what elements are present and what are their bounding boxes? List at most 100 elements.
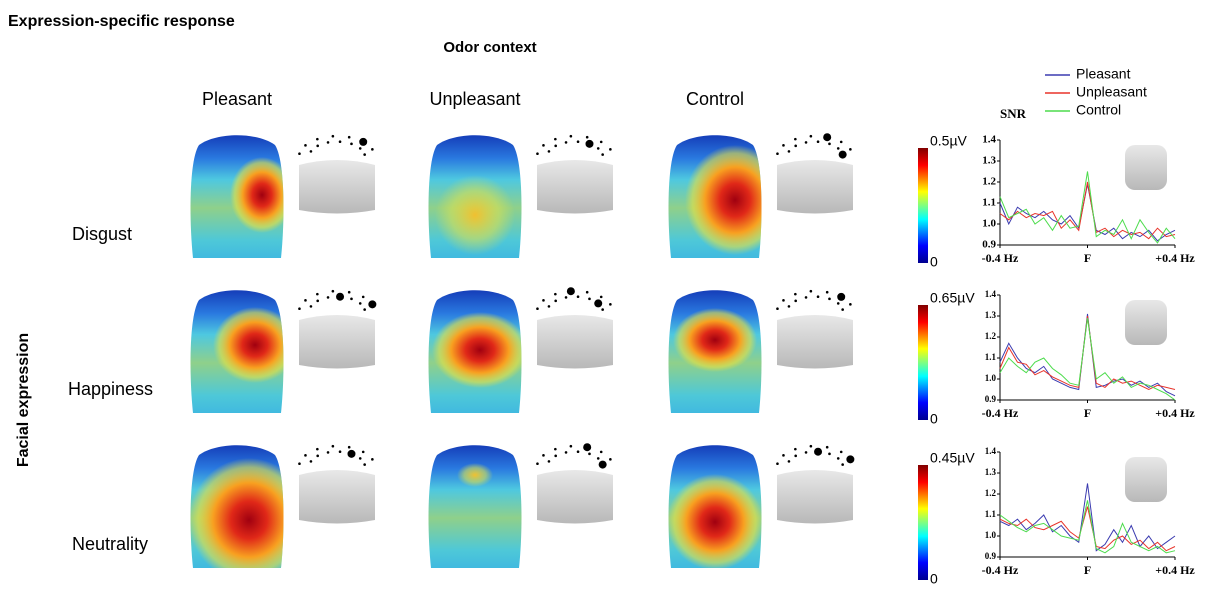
electrode [564, 451, 568, 454]
x-tick-label: F [1084, 563, 1091, 577]
electrode [599, 295, 603, 299]
electrode [326, 451, 330, 454]
electrode [547, 150, 551, 153]
x-tick-label: F [1084, 251, 1091, 265]
electrode [838, 150, 847, 159]
electrode [542, 299, 545, 302]
electrode [609, 148, 612, 151]
electrode [347, 135, 351, 139]
electrode [547, 305, 551, 308]
electrode [358, 147, 362, 150]
electrode [598, 460, 607, 469]
electrode [782, 144, 785, 147]
electrode [359, 137, 368, 146]
inset-head [1125, 145, 1167, 190]
electrode [316, 299, 319, 303]
snr-line [999, 171, 1176, 244]
hotspot [668, 474, 762, 568]
topography [428, 290, 522, 413]
electrode [347, 449, 356, 458]
row-label: Neutrality [72, 534, 148, 554]
y-tick-label: 1.1 [982, 197, 996, 209]
inset-head [777, 315, 853, 369]
figure-title: Expression-specific response [8, 13, 235, 30]
electrode [331, 444, 335, 448]
electrode [836, 457, 840, 460]
electrode [585, 290, 589, 294]
electrode [814, 447, 823, 456]
electrode [828, 452, 831, 456]
electrode [804, 451, 808, 454]
hotspot [685, 145, 762, 255]
electrode [361, 295, 365, 299]
electrode [554, 447, 557, 451]
snr-line [999, 506, 1176, 552]
electrode [809, 289, 813, 293]
y-tick-label: 1.4 [985, 446, 997, 456]
topography [428, 135, 522, 258]
electrode [787, 460, 791, 463]
electrode [841, 308, 844, 311]
electrode [338, 140, 342, 143]
x-tick-label: +0.4 Hz [1155, 251, 1195, 265]
electrode [316, 454, 319, 458]
electrode [828, 297, 831, 301]
snr-line [999, 500, 1176, 554]
electrode [309, 305, 313, 308]
x-tick-label: F [1084, 406, 1091, 420]
legend-label: Pleasant [1076, 66, 1131, 82]
hotspot [457, 463, 493, 487]
electrode [839, 140, 843, 144]
electrode [596, 147, 600, 150]
electrode [816, 140, 820, 143]
colorbar-max: 0.5µV [930, 133, 968, 149]
y-tick-label: 1.3 [985, 467, 997, 477]
electrode [825, 445, 829, 449]
snr-line [999, 318, 1176, 401]
inset-head [537, 470, 613, 524]
electrode [794, 447, 797, 451]
electrode [782, 454, 785, 457]
electrode [782, 299, 785, 302]
electrode [849, 303, 852, 306]
electrode [594, 299, 603, 308]
electrode [347, 290, 351, 294]
electrode [585, 135, 589, 139]
row-label: Disgust [72, 224, 132, 244]
inset-head [299, 315, 375, 369]
electrode [316, 447, 319, 451]
electrode [601, 308, 604, 311]
electrode [554, 454, 557, 458]
electrode [304, 144, 307, 147]
colorbar [918, 148, 928, 263]
electrode [846, 455, 855, 464]
hotspot [435, 175, 515, 255]
electrode [825, 290, 829, 294]
electrode [350, 142, 353, 146]
electrode [554, 292, 557, 296]
y-tick-label: 1.2 [985, 331, 997, 341]
electrode [336, 292, 345, 301]
electrode [564, 141, 568, 144]
electrode [309, 460, 313, 463]
inset-head [777, 160, 853, 214]
topography [668, 135, 762, 258]
electrode [347, 445, 351, 449]
electrode [794, 292, 797, 296]
colorbar-min: 0 [930, 571, 938, 587]
electrode [576, 450, 580, 453]
electrode [787, 305, 791, 308]
electrode [569, 134, 573, 138]
electrode [368, 300, 377, 309]
colorbar-max: 0.45µV [930, 450, 975, 466]
electrode [331, 289, 335, 293]
electrode [338, 450, 342, 453]
electrode [566, 287, 575, 296]
colorbar-max: 0.65µV [930, 290, 975, 306]
hotspot [673, 308, 757, 372]
electrode [776, 462, 779, 466]
electrode [583, 443, 592, 452]
electrode [304, 299, 307, 302]
electrode [576, 140, 580, 143]
x-tick-label: -0.4 Hz [982, 406, 1019, 420]
